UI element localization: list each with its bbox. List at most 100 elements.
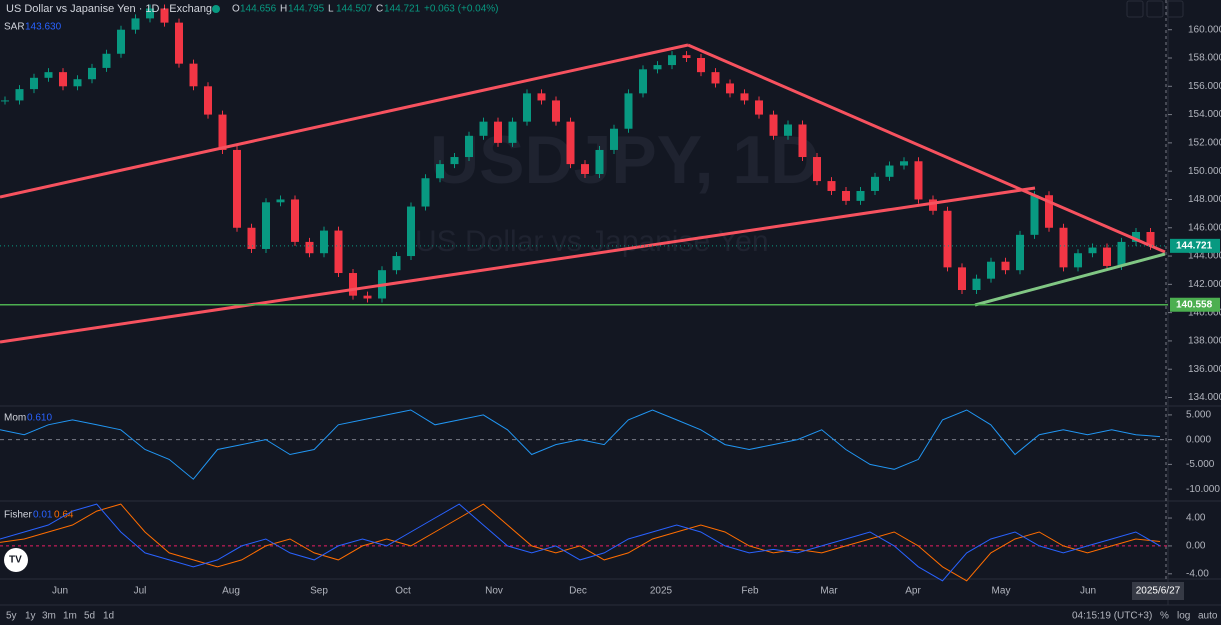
scale-button[interactable]: log [1177,611,1190,622]
candle [291,199,299,242]
candle [1146,232,1155,246]
fisher-label: Fisher [4,510,32,521]
candle [1059,227,1068,268]
candle [334,230,343,274]
x-tick-label: Sep [310,586,328,597]
trend-line [0,43,689,199]
candle [929,199,937,211]
button[interactable] [1126,0,1144,18]
candle [407,206,415,257]
candle [827,181,836,191]
level-label: 140.558 [1176,299,1213,310]
candle [320,230,328,254]
period-button[interactable]: 1m [63,611,77,622]
y-tick-label: 4.00 [1186,513,1206,524]
button[interactable] [1166,0,1184,18]
candle [117,29,125,54]
candle [450,157,459,165]
y-tick-label: 146.000 [1188,222,1221,233]
ohlc-value: 144.795 [288,4,325,15]
x-tick-label: Feb [741,586,759,597]
x-tick-label: Mar [820,586,838,597]
candle [189,63,198,87]
period-button[interactable]: 5d [84,611,95,622]
y-tick-label: 160.000 [1188,24,1221,35]
ohlc-value: 144.656 [240,4,277,15]
candle [247,227,256,249]
y-tick-label: 0.00 [1186,541,1206,552]
candle [523,93,531,122]
candle [595,149,604,174]
x-tick-label: Oct [395,586,411,597]
candle [987,261,995,279]
period-button[interactable]: 3m [42,611,56,622]
last-price-label: 144.721 [1176,240,1213,251]
ohlc-key: L [328,4,334,15]
x-tick-label: Apr [905,586,921,597]
candle [813,157,821,182]
candle [755,100,763,115]
scale-button[interactable]: % [1160,611,1169,622]
candle [1103,247,1111,266]
candle [160,8,169,23]
trigger-value: 0.64 [54,510,74,521]
period-button[interactable]: 5y [6,611,17,622]
candle [552,100,560,122]
candle [682,55,691,58]
watermark-ticker: USDJPY, 1D [430,122,819,198]
candle [1117,241,1126,266]
candle [204,86,212,115]
sar-value: 143.630 [25,22,62,33]
period-button[interactable]: 1d [103,611,114,622]
candle [233,149,241,228]
candle [871,176,879,191]
trend-line [0,186,1036,344]
x-tick-label: Jun [52,586,68,597]
y-tick-label: 158.000 [1188,53,1221,64]
candle [421,178,430,207]
candle [581,164,589,174]
candle [624,93,633,129]
candle [1,100,9,102]
scale-button[interactable]: auto [1198,611,1218,622]
x-tick-label: 2025 [650,586,673,597]
sar-label: SAR [4,22,25,33]
ohlc-key: C [376,4,383,15]
candle [102,53,111,68]
candle [465,135,473,158]
candle [972,278,981,290]
market-status [212,5,220,13]
cursor-date-tag [1132,582,1184,600]
candle [668,55,676,66]
y-tick-label: 5.000 [1186,410,1211,421]
candle [1088,247,1097,254]
cursor-date: 2025/6/27 [1136,586,1181,597]
candle [218,114,227,150]
candle [1016,234,1024,271]
candle [1045,195,1053,228]
candle [697,58,705,73]
button[interactable] [1146,0,1164,18]
last-price-tag [1170,238,1220,253]
candle [900,161,908,166]
y-tick-label: 134.000 [1188,392,1221,403]
y-tick-label: 148.000 [1188,194,1221,205]
candle [1030,195,1039,235]
candle [943,210,952,268]
candle [1132,232,1140,242]
candle [711,72,720,84]
period-button[interactable]: 1y [25,611,36,622]
candle [262,202,270,249]
candle [494,121,502,143]
candle [276,199,285,203]
y-tick-label: -4.00 [1186,568,1209,579]
candle [30,77,38,90]
y-tick-label: -10.000 [1186,484,1220,495]
ohlc-key: O [232,4,240,15]
candle [73,79,82,87]
x-tick-label: Jun [1080,586,1096,597]
y-tick-label: 150.000 [1188,166,1221,177]
candle [305,241,314,254]
